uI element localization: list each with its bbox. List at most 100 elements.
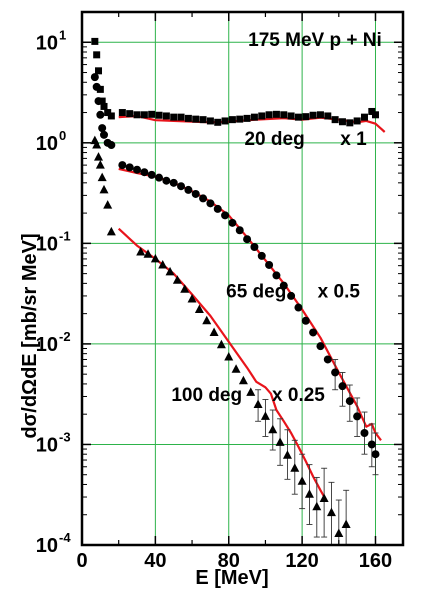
- square-marker: [170, 113, 178, 121]
- circle-marker: [323, 355, 332, 364]
- circle-marker: [94, 97, 103, 106]
- annotation-label: x 1: [340, 129, 367, 150]
- square-marker: [324, 112, 332, 120]
- square-marker: [177, 113, 185, 121]
- triangle-marker: [136, 247, 146, 256]
- square-marker: [228, 116, 236, 124]
- triangle-marker: [238, 375, 248, 385]
- x-tick-label: 80: [218, 550, 240, 572]
- triangle-marker: [224, 352, 234, 361]
- triangle-marker: [95, 160, 105, 169]
- circle-marker: [199, 194, 208, 203]
- circle-marker: [191, 189, 200, 198]
- circle-marker: [133, 165, 142, 174]
- circle-marker: [279, 281, 288, 290]
- square-marker: [243, 114, 251, 122]
- triangle-marker: [334, 528, 344, 538]
- triangle-marker: [99, 184, 109, 194]
- square-marker: [214, 118, 222, 126]
- circle-marker: [100, 130, 109, 139]
- circle-marker: [184, 185, 193, 194]
- circle-marker: [353, 412, 362, 421]
- circle-marker: [228, 218, 237, 227]
- square-marker: [133, 111, 141, 119]
- model-curve: [117, 227, 327, 501]
- triangle-marker: [143, 249, 153, 258]
- triangle-marker: [326, 507, 336, 517]
- triangle-marker: [106, 226, 116, 236]
- square-marker: [250, 113, 258, 121]
- square-marker: [126, 110, 134, 118]
- x-tick-label: 40: [144, 550, 166, 572]
- plot-frame: [80, 10, 405, 547]
- circle-marker: [177, 182, 186, 191]
- triangle-marker: [275, 437, 285, 446]
- y-tick-exponent: -3: [59, 429, 71, 444]
- circle-marker: [257, 251, 266, 260]
- circle-marker: [250, 243, 259, 252]
- circle-marker: [338, 382, 347, 391]
- circle-marker: [147, 170, 156, 179]
- square-marker: [104, 109, 112, 117]
- circle-marker: [309, 328, 318, 337]
- square-marker: [368, 107, 376, 115]
- circle-marker: [90, 73, 99, 82]
- model-curves: [117, 114, 386, 501]
- triangle-marker: [246, 387, 256, 396]
- square-marker: [338, 118, 346, 126]
- square-marker: [280, 111, 288, 119]
- square-marker: [287, 112, 295, 120]
- square-marker: [371, 111, 379, 119]
- y-tick-label: 10: [36, 334, 58, 356]
- circle-marker: [265, 260, 274, 269]
- y-tick-label: 10: [36, 434, 58, 456]
- triangle-marker: [180, 284, 190, 293]
- circle-marker: [294, 303, 303, 312]
- annotation-label: 100 deg: [171, 385, 242, 406]
- circle-marker: [169, 178, 178, 187]
- square-marker: [272, 110, 280, 118]
- square-marker: [199, 116, 207, 124]
- y-tick-exponent: -1: [59, 228, 71, 243]
- circle-marker: [107, 141, 116, 150]
- square-marker: [294, 113, 302, 121]
- circle-marker: [155, 173, 164, 182]
- triangle-marker: [312, 501, 322, 511]
- square-marker: [221, 117, 229, 125]
- circle-marker: [92, 82, 101, 91]
- circle-marker: [206, 199, 215, 208]
- triangle-marker: [268, 424, 278, 434]
- circle-marker: [331, 368, 340, 377]
- square-marker: [93, 51, 101, 59]
- circle-marker: [243, 235, 252, 244]
- circle-marker: [272, 271, 281, 280]
- data-markers: [90, 37, 380, 538]
- square-marker: [96, 85, 104, 93]
- square-marker: [236, 115, 244, 123]
- triangle-marker: [194, 304, 204, 313]
- triangle-marker: [290, 463, 300, 472]
- x-tick-label: 120: [285, 550, 318, 572]
- square-marker: [140, 111, 148, 119]
- triangle-marker: [253, 399, 263, 408]
- circle-marker: [345, 397, 354, 406]
- triangle-marker: [297, 476, 307, 485]
- square-marker: [162, 112, 170, 120]
- square-marker: [118, 109, 126, 117]
- annotation-label: 65 deg: [226, 281, 286, 302]
- square-marker: [100, 102, 108, 110]
- annotations: 175 MeV p + Ni 20 deg x 1 65 deg x 0.5 100 de…: [171, 30, 381, 406]
- triangle-marker: [231, 364, 241, 373]
- square-marker: [258, 112, 266, 120]
- triangle-marker: [282, 450, 292, 459]
- circle-marker: [96, 110, 105, 119]
- circle-marker: [140, 168, 149, 177]
- square-marker: [309, 111, 317, 119]
- annotation-label: x 0.5: [318, 281, 361, 302]
- square-marker: [316, 111, 324, 119]
- circle-marker: [371, 450, 380, 459]
- triangle-marker: [97, 172, 107, 182]
- circle-marker: [360, 428, 369, 437]
- y-tick-label: 10: [36, 133, 58, 155]
- circle-marker: [213, 204, 222, 213]
